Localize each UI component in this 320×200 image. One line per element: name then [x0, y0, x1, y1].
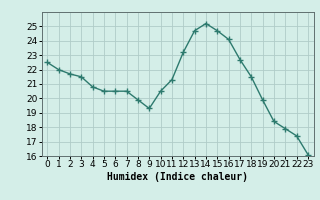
X-axis label: Humidex (Indice chaleur): Humidex (Indice chaleur) [107, 172, 248, 182]
